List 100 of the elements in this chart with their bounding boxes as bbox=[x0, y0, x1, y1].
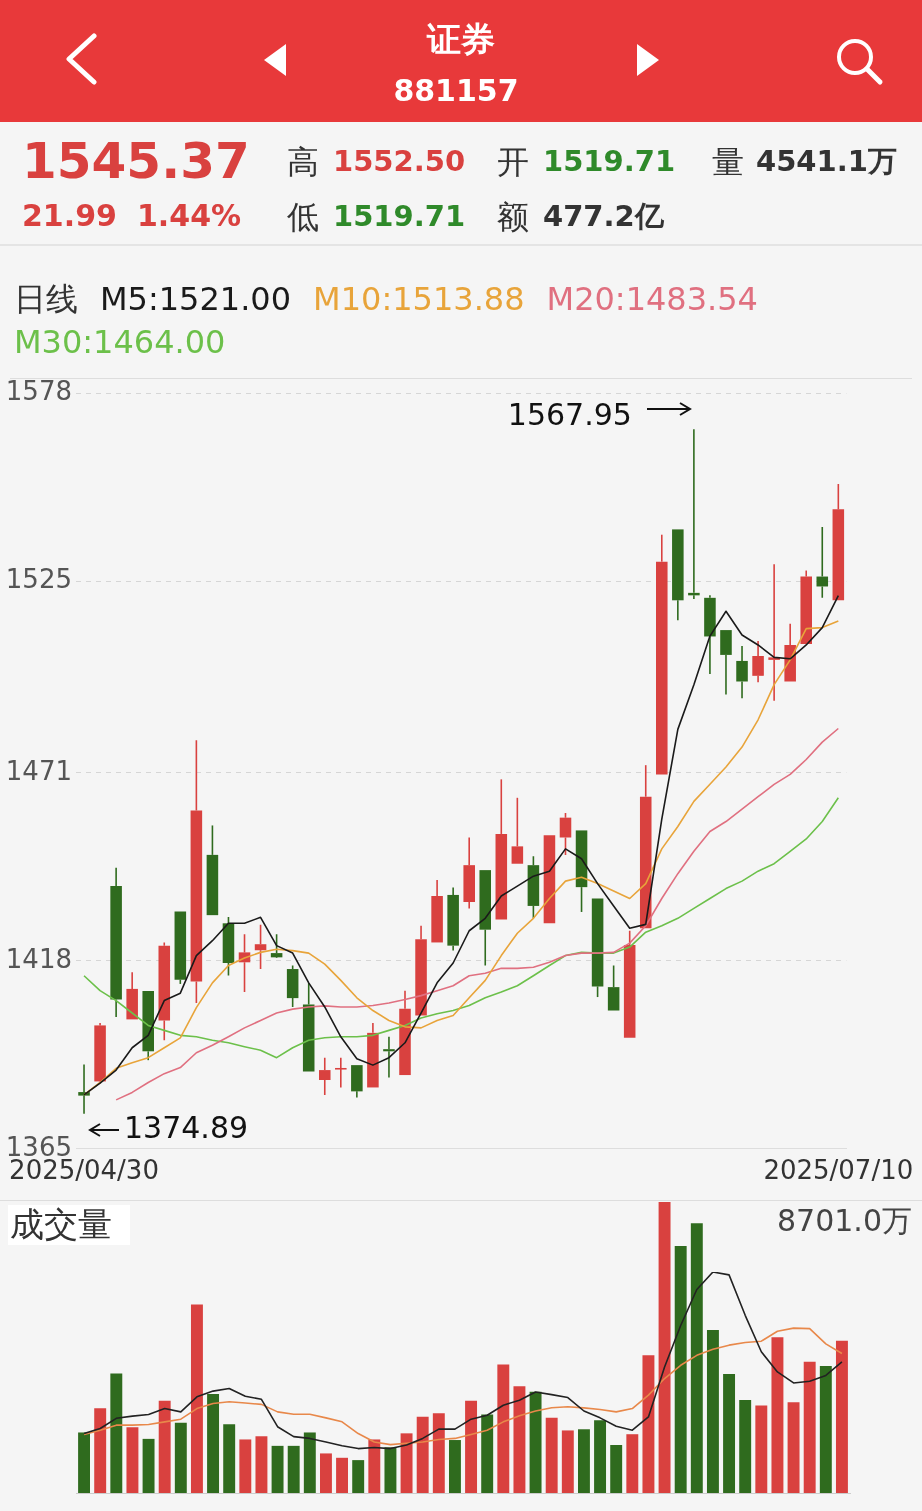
bar bbox=[594, 1420, 607, 1493]
bar bbox=[336, 1457, 349, 1493]
text: 高 bbox=[287, 143, 319, 181]
bar bbox=[174, 1422, 187, 1493]
annotation: 1374.89 bbox=[124, 1109, 249, 1145]
candlestick bbox=[110, 866, 122, 1018]
annotation: 1567.95 bbox=[507, 397, 632, 433]
text: 1552.50 bbox=[333, 144, 466, 178]
y-tick-label: 1471 bbox=[5, 755, 72, 786]
annotation: 8701.0万 bbox=[777, 1203, 912, 1238]
text: M30:1464.00 bbox=[14, 323, 226, 362]
text: 4541.1万 bbox=[756, 144, 897, 178]
bar bbox=[239, 1439, 252, 1493]
bar bbox=[835, 1340, 848, 1493]
bar bbox=[368, 1439, 381, 1493]
candlestick bbox=[704, 594, 716, 675]
y-tick-label: 1578 bbox=[5, 376, 72, 407]
candlestick bbox=[415, 924, 427, 1016]
bar bbox=[432, 1413, 445, 1493]
candlestick bbox=[270, 933, 283, 958]
candlestick bbox=[335, 1056, 347, 1089]
y-tick-label: 1418 bbox=[5, 943, 72, 974]
candlestick bbox=[832, 483, 845, 601]
candlestick bbox=[254, 923, 267, 970]
text: 477.2亿 bbox=[543, 199, 664, 233]
text: M5:1521.00 bbox=[100, 280, 292, 318]
bar bbox=[271, 1445, 284, 1493]
candlestick bbox=[318, 1056, 331, 1096]
bar bbox=[319, 1453, 332, 1493]
text: 1519.71 bbox=[543, 144, 676, 178]
bar bbox=[158, 1400, 171, 1493]
candlestick bbox=[479, 870, 492, 967]
bar bbox=[126, 1427, 139, 1493]
bar bbox=[545, 1417, 558, 1493]
bar bbox=[658, 1202, 671, 1493]
candlestick bbox=[736, 645, 748, 699]
legend-title: 日线 bbox=[14, 280, 78, 318]
candlestick bbox=[383, 1035, 395, 1079]
text: 1.44% bbox=[137, 198, 242, 233]
bar bbox=[303, 1432, 316, 1493]
candlestick bbox=[222, 916, 235, 977]
bar bbox=[142, 1438, 155, 1493]
candlestick bbox=[816, 526, 829, 599]
bar bbox=[706, 1330, 719, 1493]
bar bbox=[448, 1440, 461, 1493]
candlestick bbox=[463, 836, 475, 910]
bar bbox=[674, 1245, 687, 1493]
candlestick bbox=[607, 964, 620, 1011]
bar bbox=[223, 1424, 236, 1493]
candlestick bbox=[158, 941, 171, 1042]
bar bbox=[529, 1391, 542, 1493]
text: 低 bbox=[287, 198, 319, 236]
bar bbox=[819, 1366, 832, 1493]
candlestick bbox=[720, 630, 732, 696]
candlestick bbox=[656, 533, 668, 775]
bar bbox=[110, 1373, 123, 1493]
candlestick bbox=[447, 886, 459, 952]
candlestick bbox=[351, 1065, 363, 1099]
bar bbox=[78, 1432, 91, 1493]
candlestick bbox=[495, 778, 508, 920]
bar bbox=[190, 1304, 203, 1493]
candlestick bbox=[78, 1063, 90, 1115]
bar bbox=[739, 1399, 752, 1493]
candlestick bbox=[511, 796, 524, 864]
candlestick bbox=[527, 855, 540, 920]
candlestick bbox=[142, 991, 154, 1061]
bar bbox=[94, 1408, 107, 1493]
bar bbox=[787, 1402, 800, 1493]
bar bbox=[497, 1364, 510, 1493]
candlestick bbox=[190, 739, 203, 1004]
candlestick bbox=[302, 982, 315, 1072]
bar bbox=[755, 1405, 768, 1493]
text: 量 bbox=[712, 143, 744, 181]
candlestick bbox=[800, 569, 812, 644]
bar bbox=[384, 1447, 397, 1493]
bar bbox=[352, 1460, 365, 1493]
y-tick-label: 1525 bbox=[5, 564, 72, 595]
text: 1519.71 bbox=[333, 199, 466, 233]
chart-title: 成交量 bbox=[8, 1204, 130, 1245]
bar bbox=[513, 1386, 526, 1493]
bar bbox=[561, 1430, 574, 1493]
text: 额 bbox=[497, 198, 529, 236]
bar bbox=[642, 1355, 655, 1493]
text: 21.99 bbox=[22, 198, 117, 233]
bar bbox=[626, 1434, 639, 1493]
candlestick bbox=[639, 764, 652, 929]
x-tick-label: 2025/07/10 bbox=[763, 1155, 914, 1186]
bar bbox=[577, 1429, 590, 1493]
candlestick bbox=[367, 1022, 379, 1088]
bar bbox=[723, 1373, 736, 1493]
bar bbox=[481, 1414, 494, 1493]
bar bbox=[803, 1361, 816, 1493]
bar bbox=[416, 1416, 429, 1493]
candlestick bbox=[399, 989, 411, 1076]
bar bbox=[690, 1223, 703, 1493]
candlestick bbox=[431, 879, 443, 943]
text: 881157 bbox=[393, 73, 519, 108]
text: 1545.37 bbox=[22, 132, 250, 190]
text: 证券 bbox=[427, 19, 495, 59]
bar bbox=[771, 1337, 784, 1493]
